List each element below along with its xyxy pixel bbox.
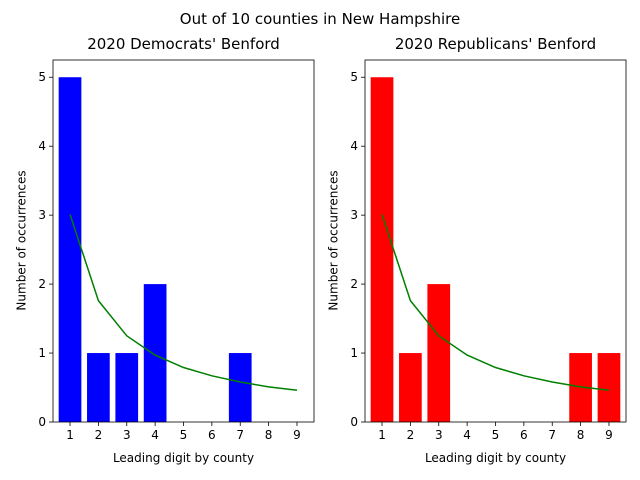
x-tick-label: 3 — [123, 428, 131, 442]
series-line-expected — [69, 214, 298, 392]
y-tick-label: 1 — [38, 346, 46, 360]
x-tick-label: 1 — [66, 428, 74, 442]
y-tick-label: 3 — [38, 208, 46, 222]
plot-area: 1 2 3 4 5 6 7 8 9 0 1 2 3 4 5 — [38, 59, 315, 442]
x-tick-label: 4 — [463, 428, 471, 442]
x-tick-label: 5 — [180, 428, 188, 442]
x-tick-label: 8 — [577, 428, 585, 442]
chart-title: 2020 Democrats' Benford — [87, 35, 280, 53]
x-tick-label: 1 — [378, 428, 386, 442]
bar-4 — [143, 284, 167, 422]
bar-9 — [597, 353, 621, 422]
bar-3 — [115, 353, 139, 422]
y-tick-label: 5 — [350, 70, 358, 84]
y-tick-label: 3 — [350, 208, 358, 222]
y-axis-label: Number of occurrences — [15, 170, 29, 310]
plot-area: 1 2 3 4 5 6 7 8 9 0 1 2 3 4 5 — [350, 59, 627, 442]
bar-3 — [427, 284, 451, 422]
y-tick-label: 4 — [38, 139, 46, 153]
chart-democrats: 2020 Democrats' Benford 1 2 3 4 5 6 7 8 9012345 … — [15, 35, 315, 465]
x-tick-label: 7 — [548, 428, 556, 442]
x-axis-label: Leading digit by county — [425, 451, 566, 465]
series-line-expected — [381, 214, 610, 392]
x-tick-label: 9 — [293, 428, 301, 442]
bar-1 — [58, 77, 82, 423]
x-tick-label: 3 — [435, 428, 443, 442]
y-tick-label: 5 — [38, 70, 46, 84]
x-tick-label: 6 — [208, 428, 216, 442]
x-tick-label: 2 — [407, 428, 415, 442]
x-tick-label: 7 — [236, 428, 244, 442]
bar-2 — [87, 353, 110, 422]
x-tick-label: 8 — [265, 428, 273, 442]
y-tick-label: 0 — [38, 415, 46, 429]
x-tick-label: 4 — [151, 428, 159, 442]
bar-1 — [370, 77, 394, 423]
bar-2 — [399, 353, 422, 422]
y-tick-label: 4 — [350, 139, 358, 153]
x-tick-label: 2 — [95, 428, 103, 442]
chart-republicans: 2020 Republicans' Benford 1 2 3 4 5 6 7 8 9 0 1 2 3 4… — [327, 35, 627, 465]
y-tick-label: 2 — [350, 277, 358, 291]
bar-7 — [228, 353, 252, 422]
figure-suptitle: Out of 10 counties in New Hampshire — [180, 10, 460, 28]
y-axis-label: Number of occurrences — [327, 170, 341, 310]
chart-title: 2020 Republicans' Benford — [395, 35, 596, 53]
x-tick-label: 9 — [605, 428, 613, 442]
y-tick-label: 1 — [350, 346, 358, 360]
y-tick-label: 0 — [350, 415, 358, 429]
x-tick-label: 6 — [520, 428, 528, 442]
x-tick-label: 5 — [492, 428, 500, 442]
x-axis-label: Leading digit by county — [113, 451, 254, 465]
y-tick-label: 2 — [38, 277, 46, 291]
